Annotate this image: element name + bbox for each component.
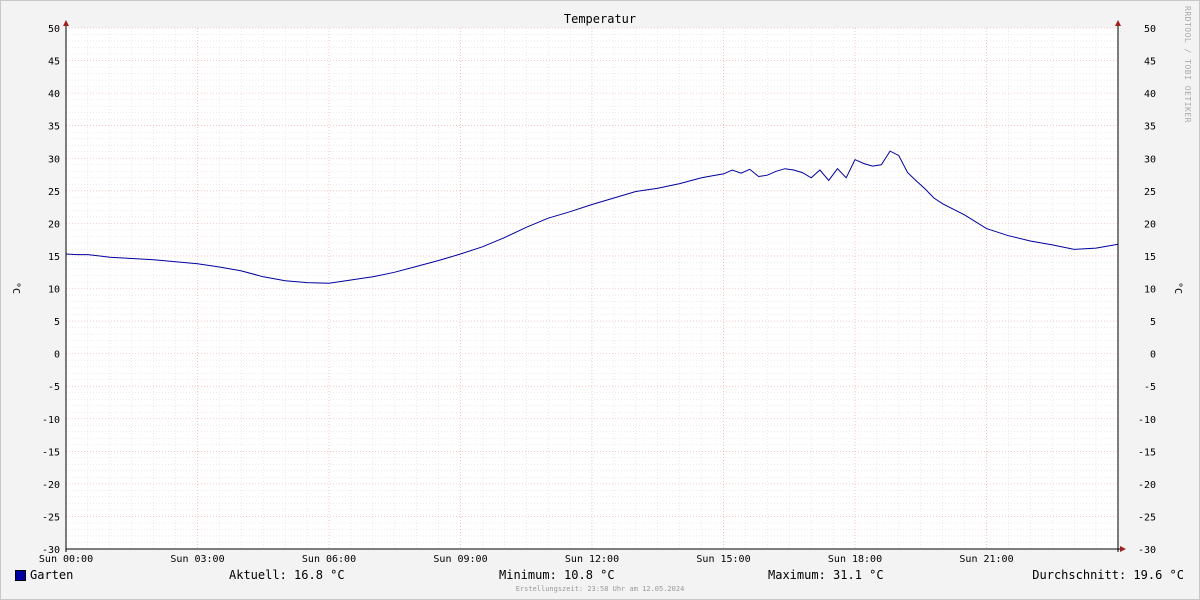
y-tick-label: 10 (48, 285, 60, 296)
y-tick-label: -25 (42, 512, 60, 523)
x-tick-label: Sun 00:00 (39, 554, 93, 565)
y-tick-label: -20 (1138, 480, 1156, 491)
y-axis-arrow-left (63, 20, 69, 26)
y-tick-label: -10 (1138, 415, 1156, 426)
chart-title: Temperatur (564, 12, 636, 26)
y-tick-label: -25 (1138, 512, 1156, 523)
y-axis-label-right: °C (1172, 282, 1183, 294)
y-tick-label: 30 (48, 154, 60, 165)
y-tick-label: -5 (48, 382, 60, 393)
x-tick-label: Sun 15:00 (696, 554, 750, 565)
y-tick-label: 0 (1150, 350, 1156, 361)
x-tick-label: Sun 09:00 (433, 554, 487, 565)
y-tick-label: 25 (48, 187, 60, 198)
y-tick-label: 5 (54, 317, 60, 328)
y-tick-label: -30 (1138, 545, 1156, 556)
y-tick-label: 30 (1144, 154, 1156, 165)
x-tick-label: Sun 06:00 (302, 554, 356, 565)
y-tick-label: 20 (48, 219, 60, 230)
x-tick-label: Sun 12:00 (565, 554, 619, 565)
creation-time: Erstellungszeit: 23:58 Uhr am 12.05.2024 (515, 585, 685, 593)
y-tick-label: 40 (48, 89, 60, 100)
y-tick-label: 10 (1144, 285, 1156, 296)
legend-swatch-garten (15, 570, 26, 581)
y-tick-label: -10 (42, 415, 60, 426)
rrdtool-watermark: RRDTOOL / TOBI OETIKER (1183, 6, 1192, 123)
y-tick-label: -5 (1144, 382, 1156, 393)
y-axis-arrow-right (1115, 20, 1121, 26)
y-tick-label: 35 (48, 122, 60, 133)
axes (63, 20, 1126, 552)
y-tick-label: -20 (42, 480, 60, 491)
y-tick-label: 40 (1144, 89, 1156, 100)
series-line (65, 150, 1119, 284)
y-tick-label: 5 (1150, 317, 1156, 328)
legend-label-garten: Garten (30, 568, 74, 582)
y-tick-label: 35 (1144, 122, 1156, 133)
y-tick-label: 45 (1144, 57, 1156, 68)
y-tick-label: 20 (1144, 219, 1156, 230)
x-axis-arrow (1120, 546, 1126, 552)
stat-minimum: Minimum: 10.8 °C (499, 568, 615, 582)
y-tick-label: 15 (48, 252, 60, 263)
y-tick-label: 50 (1144, 24, 1156, 35)
y-tick-label: 15 (1144, 252, 1156, 263)
stat-maximum: Maximum: 31.1 °C (768, 568, 884, 582)
y-tick-label: -15 (42, 447, 60, 458)
x-tick-labels: Sun 00:00 Sun 03:00 Sun 06:00 Sun 09:00 Sun … (39, 554, 1014, 565)
stat-average: Durchschnitt: 19.6 °C (1032, 568, 1184, 582)
y-tick-label: 0 (54, 350, 60, 361)
grid (65, 27, 1119, 550)
series-garten (65, 150, 1119, 284)
y-tick-label: 25 (1144, 187, 1156, 198)
stat-current: Aktuell: 16.8 °C (229, 568, 345, 582)
x-tick-label: Sun 03:00 (170, 554, 224, 565)
y-axis-label-left: °C (10, 282, 21, 294)
y-tick-label: 50 (48, 24, 60, 35)
y-tick-label: 45 (48, 57, 60, 68)
x-tick-label: Sun 18:00 (828, 554, 882, 565)
y-tick-label: -15 (1138, 447, 1156, 458)
x-tick-label: Sun 21:00 (959, 554, 1013, 565)
y-tick-label: -30 (42, 545, 60, 556)
